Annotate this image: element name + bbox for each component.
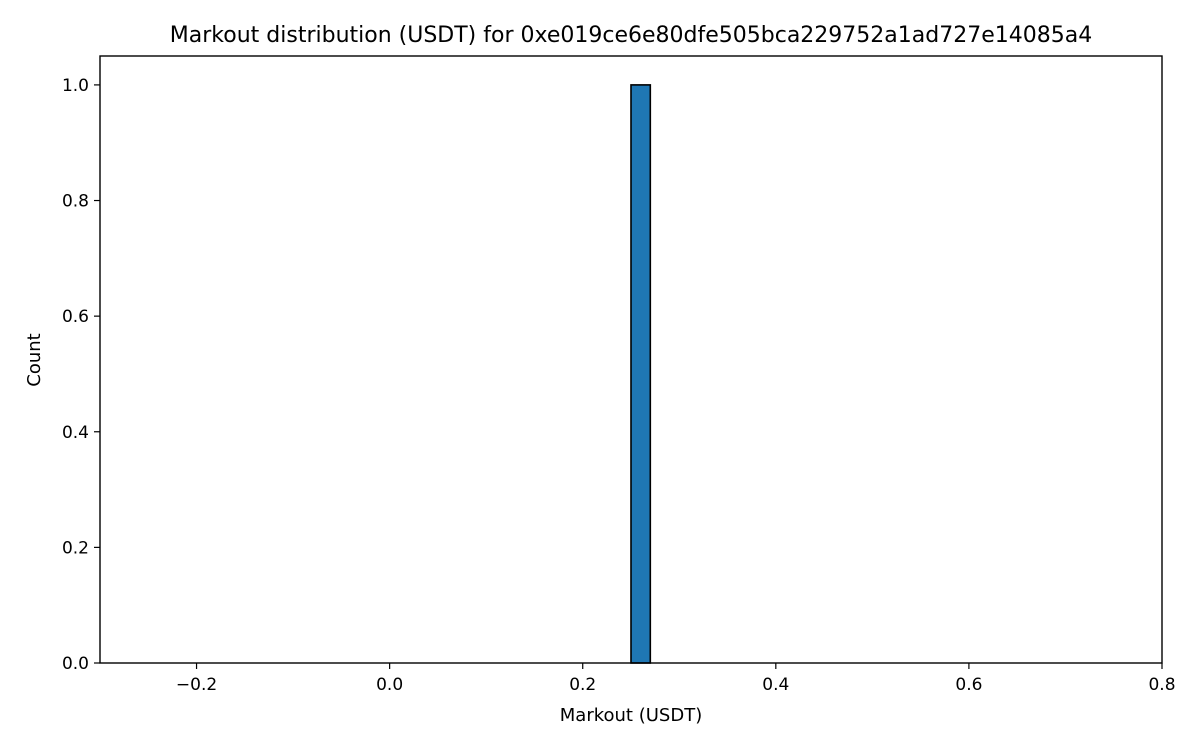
y-axis-ticks: 0.0 0.2 0.4 0.6 0.8 1.0	[62, 76, 100, 674]
x-tick-label: 0.0	[376, 675, 403, 695]
x-axis-ticks: −0.2 0.0 0.2 0.4 0.6 0.8	[176, 663, 1176, 695]
x-tick-label: 0.8	[1148, 675, 1175, 695]
x-tick-label: 0.4	[762, 675, 789, 695]
y-tick-label: 0.6	[62, 307, 89, 327]
x-axis-label: Markout (USDT)	[560, 705, 702, 726]
x-tick-label: −0.2	[176, 675, 217, 695]
y-tick-label: 0.2	[62, 538, 89, 558]
plot-frame	[99, 55, 1163, 664]
y-tick-label: 0.8	[62, 192, 89, 212]
x-tick-label: 0.2	[569, 675, 596, 695]
y-tick-label: 0.0	[62, 654, 89, 674]
y-tick-label: 0.4	[62, 423, 89, 443]
x-tick-label: 0.6	[955, 675, 982, 695]
y-tick-label: 1.0	[62, 76, 89, 96]
histogram-bar	[630, 84, 652, 664]
histogram-bars	[630, 84, 652, 664]
y-axis-label: Count	[24, 333, 45, 386]
chart-title: Markout distribution (USDT) for 0xe019ce…	[170, 23, 1092, 48]
